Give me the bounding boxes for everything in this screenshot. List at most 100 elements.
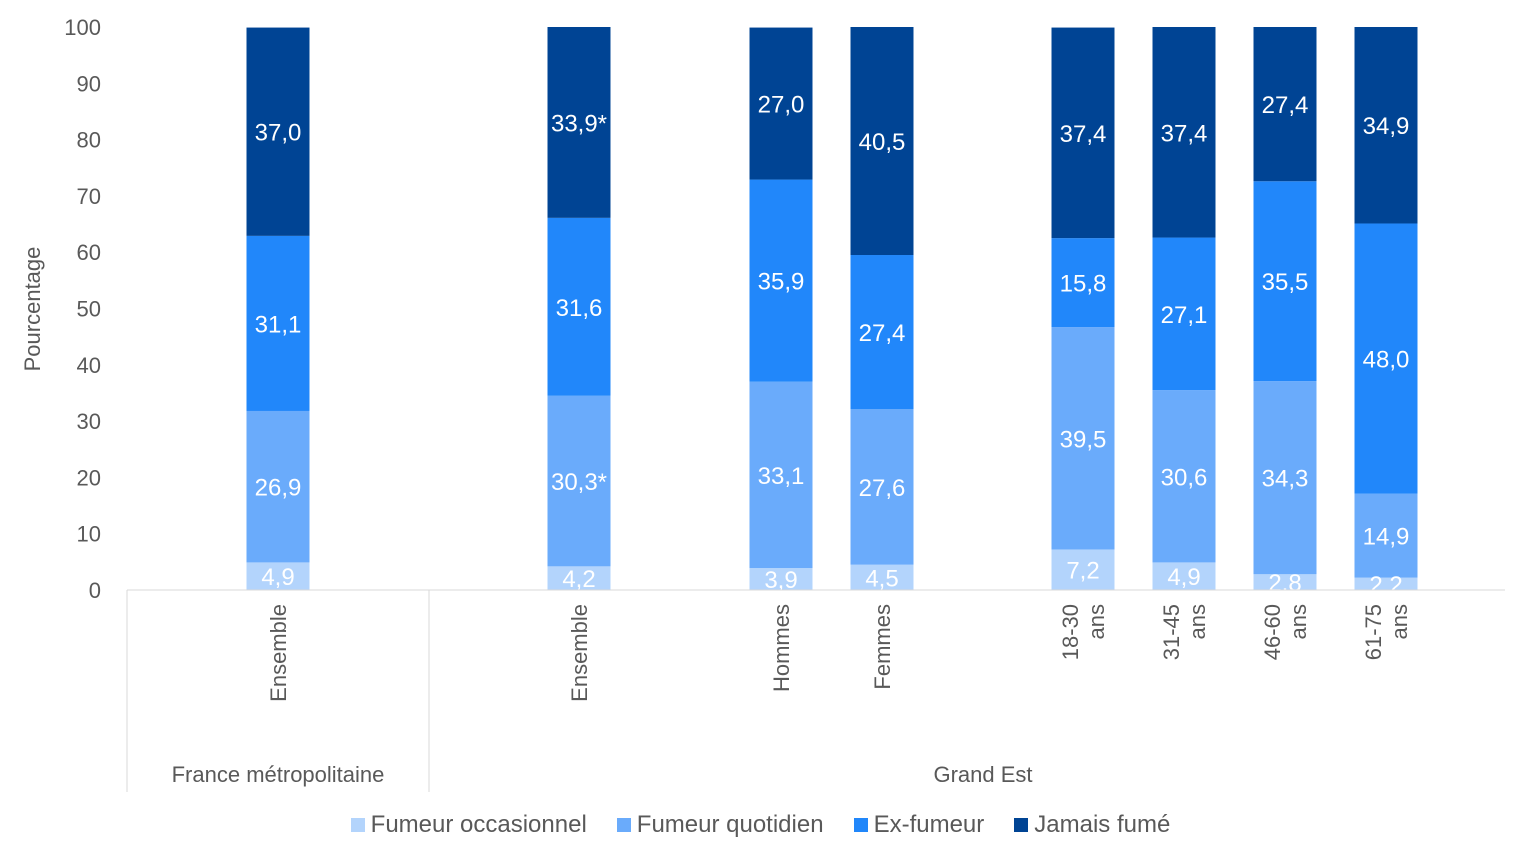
group-label: France métropolitaine (172, 762, 385, 787)
y-tick-label: 0 (89, 578, 101, 603)
legend-item: Fumeur quotidien (616, 811, 824, 839)
category-label: ans (1084, 604, 1109, 639)
bar-segment (1253, 27, 1317, 182)
bar-value-label: 31,6 (556, 295, 603, 322)
bar-value-label: 37,4 (1161, 120, 1208, 147)
bar-segment (1354, 577, 1418, 590)
bar-segment (246, 410, 310, 563)
bar-value-label: 14,9 (1363, 524, 1410, 551)
bar-segment (1253, 181, 1317, 382)
legend-label: Fumeur occasionnel (370, 811, 587, 838)
bar-value-label: 2,8 (1268, 570, 1301, 597)
bar-segment (547, 27, 611, 218)
bar-value-label: 37,4 (1060, 121, 1107, 148)
bar-segment (1051, 549, 1115, 590)
bar-segment (1354, 27, 1418, 224)
bar-value-label: 35,5 (1262, 269, 1309, 296)
bar-value-label: 30,3* (551, 469, 607, 496)
legend-item: Fumeur occasionnel (350, 811, 587, 839)
bar-segment (1152, 390, 1216, 563)
bar-segment (1354, 493, 1418, 578)
bar-value-label: 48,0 (1363, 347, 1410, 374)
bar-segment (850, 564, 914, 590)
category-label: 46-60 (1260, 604, 1285, 660)
y-tick-label: 80 (77, 128, 101, 153)
y-tick-label: 70 (77, 184, 101, 209)
y-tick-label: 40 (77, 353, 101, 378)
legend-swatch (350, 818, 365, 832)
bar-value-label: 34,3 (1262, 466, 1309, 493)
group-label: Grand Est (933, 762, 1032, 787)
y-tick-label: 10 (77, 522, 101, 547)
bar-segment (749, 568, 813, 590)
category-label: 18-30 (1058, 604, 1083, 660)
bar-value-label: 7,2 (1066, 558, 1099, 585)
bar-value-label: 2,2 (1369, 572, 1402, 599)
bar-segment (850, 255, 914, 410)
bar-value-label: 4,2 (562, 566, 595, 593)
legend-label: Jamais fumé (1034, 811, 1171, 838)
bar-segment (749, 27, 813, 180)
bar-segment (547, 395, 611, 567)
bar-segment (246, 235, 310, 411)
bar-labels: 4,926,931,137,04,230,3*31,633,9*3,933,13… (255, 92, 1410, 599)
category-label: ans (1387, 604, 1412, 639)
legend-swatch (616, 818, 631, 832)
legend-label: Fumeur quotidien (636, 811, 824, 838)
bar-segment (749, 381, 813, 569)
bar-value-label: 4,9 (1167, 564, 1200, 591)
category-label: Femmes (870, 604, 895, 690)
bar-segment (1152, 27, 1216, 238)
bar-value-label: 34,9 (1363, 113, 1410, 140)
bars (246, 27, 1418, 590)
bar-segment (749, 179, 813, 382)
bar-segment (1253, 381, 1317, 575)
bar-value-label: 40,5 (859, 129, 906, 156)
category-label: ans (1185, 604, 1210, 639)
category-label: 31-45 (1159, 604, 1184, 660)
bar-value-label: 39,5 (1060, 426, 1107, 453)
bar-value-label: 31,1 (255, 311, 302, 338)
bar-value-label: 27,0 (758, 92, 805, 119)
legend-item: Ex-fumeur (853, 811, 984, 839)
y-tick-label: 60 (77, 240, 101, 265)
bar-value-label: 33,9* (551, 110, 607, 137)
category-label: Hommes (769, 604, 794, 692)
legend: Fumeur occasionnel Fumeur quotidien Ex-fum… (0, 808, 1521, 842)
y-tick-label: 90 (77, 71, 101, 96)
bar-segment (1051, 27, 1115, 239)
bar-segment (547, 217, 611, 396)
bar-value-label: 27,4 (1262, 92, 1309, 119)
bar-segment (1051, 238, 1115, 328)
bar-value-label: 37,0 (255, 120, 302, 147)
bar-segment (850, 409, 914, 565)
y-tick-label: 20 (77, 465, 101, 490)
bar-value-label: 27,1 (1161, 302, 1208, 329)
category-label: Ensemble (567, 604, 592, 702)
bar-value-label: 15,8 (1060, 271, 1107, 298)
bar-segment (1354, 223, 1418, 494)
bar-segment (246, 27, 310, 236)
bar-segment (246, 562, 310, 590)
legend-swatch (1014, 818, 1029, 832)
y-tick-label: 30 (77, 409, 101, 434)
category-label: Ensemble (266, 604, 291, 702)
bar-segment (1051, 327, 1115, 550)
category-label: 61-75 (1361, 604, 1386, 660)
y-tick-label: 50 (77, 297, 101, 322)
stacked-bar-chart: 0 10 20 30 40 50 60 70 80 90 100 Pourcentage 4,9 26… (20, 15, 1505, 792)
legend-item: Jamais fumé (1014, 811, 1170, 839)
bar-segment (850, 27, 914, 256)
bar-segment (1152, 237, 1216, 391)
bar-segment (1152, 562, 1216, 590)
y-tick-label: 100 (64, 15, 101, 40)
y-axis-title: Pourcentage (20, 247, 45, 372)
bar-value-label: 27,6 (859, 475, 906, 502)
bar-value-label: 4,5 (865, 565, 898, 592)
x-axis: Ensemble Ensemble Hommes Femmes 18-30 ans 31-4… (126, 589, 1505, 792)
bar-value-label: 30,6 (1161, 464, 1208, 491)
bar-value-label: 27,4 (859, 320, 906, 347)
bar-value-label: 35,9 (758, 269, 805, 296)
bar-value-label: 26,9 (255, 475, 302, 502)
bar-segment (547, 566, 611, 590)
